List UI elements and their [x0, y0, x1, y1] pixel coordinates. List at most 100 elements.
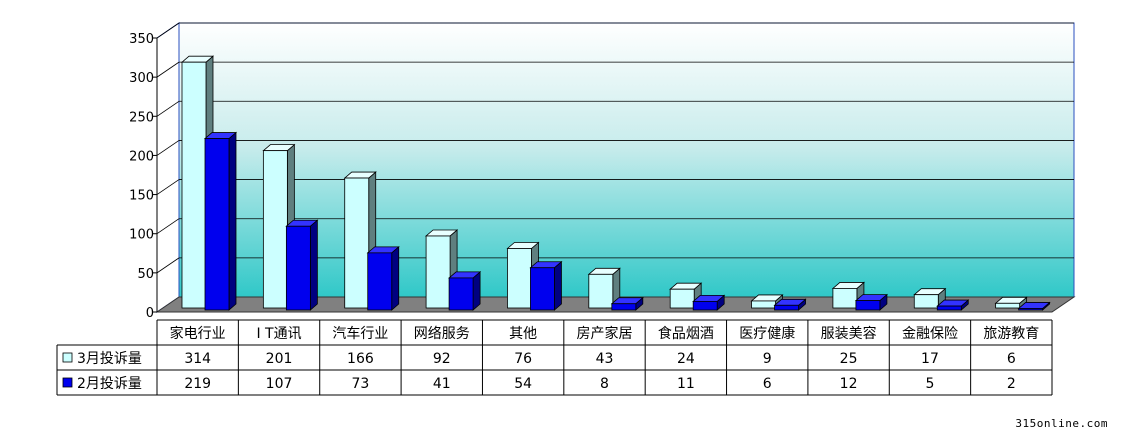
category-label: 医疗健康	[739, 325, 795, 342]
gridline-side	[156, 179, 180, 195]
left-wall	[156, 22, 180, 313]
y-tick-label: 200	[129, 149, 154, 164]
bar-2月	[285, 219, 319, 311]
bar-side	[309, 219, 318, 311]
bar-2月	[529, 260, 563, 311]
gridline-side	[156, 61, 180, 78]
bar-2月	[203, 131, 238, 311]
bar-front	[285, 225, 311, 311]
data-label: 11	[677, 376, 695, 392]
data-table: 家电行业 I T通讯 汽车行业 网络服务 其他 房产家居 食品烟酒 医疗健康 服装美容 金融保险 旅…	[56, 319, 1053, 396]
category-label: 金融保险	[902, 326, 958, 342]
data-label: 12	[840, 376, 858, 392]
category-label: 其他	[509, 326, 537, 342]
data-label: 43	[596, 351, 614, 367]
bar-front	[669, 288, 695, 309]
bar-front	[611, 303, 637, 311]
data-label: 9	[763, 351, 772, 367]
gridline-side	[156, 218, 180, 235]
bar-front	[913, 294, 939, 309]
legend-swatch	[62, 377, 73, 388]
data-label: 25	[840, 351, 858, 367]
bar-2月	[448, 271, 482, 311]
y-tick-label: 100	[129, 228, 154, 243]
category-label: 服装美容	[821, 325, 877, 342]
data-label: 219	[184, 376, 211, 392]
back-wall	[178, 22, 1075, 298]
gridline-side	[156, 257, 180, 274]
legend-swatch	[62, 352, 73, 363]
bar-front	[425, 235, 451, 309]
bar-side	[554, 260, 562, 311]
bar-front	[774, 304, 799, 311]
data-label: 201	[266, 351, 293, 367]
y-tick-label: 50	[137, 267, 154, 282]
bar-front	[181, 61, 207, 309]
gridline-side	[156, 100, 180, 117]
bar-3月	[913, 287, 947, 309]
bar-front	[995, 302, 1021, 309]
bar-2月	[854, 293, 888, 311]
y-tick-label: 300	[129, 71, 154, 86]
data-label: 314	[184, 351, 211, 367]
data-label: 92	[433, 351, 451, 367]
bar-2月	[773, 298, 807, 311]
bar-front	[530, 267, 555, 311]
watermark: 315online.com	[1015, 417, 1108, 430]
data-label: 6	[1007, 351, 1016, 367]
y-tick-label: 150	[129, 189, 154, 204]
bar-front	[855, 300, 881, 311]
category-label: 旅游教育	[983, 326, 1039, 342]
category-label: 房产家居	[577, 325, 633, 342]
data-label: 41	[433, 376, 451, 392]
y-tick-label: 250	[129, 110, 154, 125]
data-label: 76	[514, 351, 532, 367]
bar-front	[507, 248, 532, 309]
bar-3月	[180, 55, 215, 309]
category-label: 网络服务	[414, 326, 470, 342]
bar-side	[472, 271, 481, 311]
data-label: 166	[347, 351, 374, 367]
bar-side	[228, 131, 237, 311]
bar-2月	[936, 299, 970, 311]
bar-front	[751, 300, 776, 309]
bar-3月	[994, 296, 1028, 309]
bar-front	[448, 277, 474, 311]
bar-front	[367, 252, 393, 311]
data-label: 54	[514, 376, 532, 392]
y-axis: 0 50 100 150 200 250 300 350	[129, 32, 158, 321]
bar-2月	[1017, 301, 1051, 311]
gridline-side	[156, 140, 180, 156]
bar-front	[832, 288, 858, 309]
bar-3月	[506, 241, 540, 309]
category-label: 食品烟酒	[658, 325, 714, 342]
data-label: 107	[266, 376, 293, 392]
data-label: 73	[351, 376, 369, 392]
data-label: 24	[677, 351, 695, 367]
bar-2月	[610, 296, 644, 311]
bars	[180, 55, 1051, 311]
gridline-side	[156, 22, 180, 39]
category-label: I T通讯	[256, 326, 301, 342]
bar-front	[204, 138, 230, 311]
legend-label: 2月投诉量	[77, 376, 142, 392]
legend-label: 3月投诉量	[77, 351, 142, 367]
plot-back-wall	[156, 22, 1075, 313]
bar-front	[588, 273, 614, 309]
y-tick-label: 0	[146, 306, 154, 321]
category-label: 家电行业	[170, 325, 226, 342]
bar-2月	[366, 245, 400, 311]
category-label: 汽车行业	[332, 325, 388, 342]
y-tick-label: 350	[129, 32, 154, 47]
data-label: 2	[1007, 376, 1016, 392]
data-label: 5	[925, 376, 934, 392]
data-label: 6	[763, 376, 772, 392]
bar-side	[391, 245, 400, 311]
bar-front	[344, 177, 370, 309]
bar-2月	[692, 294, 726, 311]
bar-front	[692, 300, 718, 311]
data-label: 8	[600, 376, 609, 392]
bar-front	[1018, 308, 1044, 311]
data-label: 17	[921, 351, 939, 367]
